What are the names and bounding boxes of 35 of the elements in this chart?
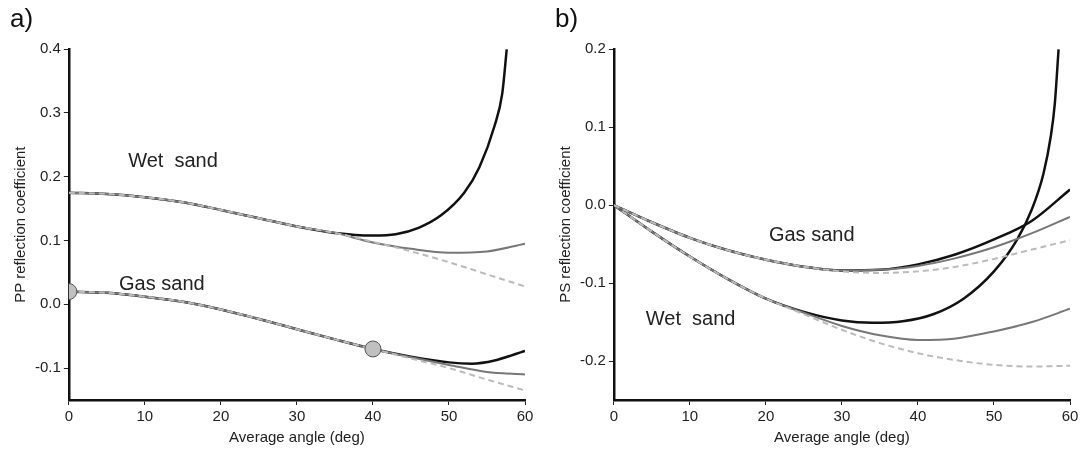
x-tick-label: 50 [985,407,1003,425]
x-tick-label: 40 [364,407,382,425]
x-tick-label: 0 [64,407,74,425]
y-tick-label: 0.0 [39,294,61,312]
x-tick-label: 50 [440,407,458,425]
x-axis-title: Average angle (deg) [229,428,365,446]
annotation: Wet sand [128,148,218,171]
annotation: Gas sand [119,271,205,294]
y-tick-label: 0.1 [584,117,606,135]
x-tick-label: 10 [136,407,154,425]
x-tick-label: 30 [833,407,851,425]
y-axis-title: PS reflection coefficient [556,145,574,303]
chart-title: b) [555,2,579,33]
chart-title: a) [10,2,34,33]
x-tick-label: 60 [1061,407,1079,425]
x-axis-title: Average angle (deg) [774,428,910,446]
y-tick-label: 0.0 [584,195,606,213]
x-tick-label: 10 [681,407,699,425]
x-tick-label: 0 [609,407,619,425]
y-axis-title: PP reflection coefficient [11,145,29,303]
y-tick-label: 0.4 [39,39,61,57]
x-tick-label: 20 [212,407,230,425]
y-tick-label: -0.2 [579,351,606,369]
y-tick-label: 0.2 [584,39,606,57]
x-tick-label: 20 [757,407,775,425]
annotation: Gas sand [768,222,855,245]
y-tick-label: -0.1 [579,273,606,291]
y-tick-label: -0.1 [34,358,61,376]
y-tick-label: 0.1 [39,230,61,248]
annotation: Wet sand [645,306,736,329]
x-tick-label: 60 [516,407,534,425]
x-tick-label: 30 [288,407,306,425]
y-tick-label: 0.3 [39,103,61,121]
x-tick-label: 40 [909,407,927,425]
y-tick-label: 0.2 [39,166,61,184]
